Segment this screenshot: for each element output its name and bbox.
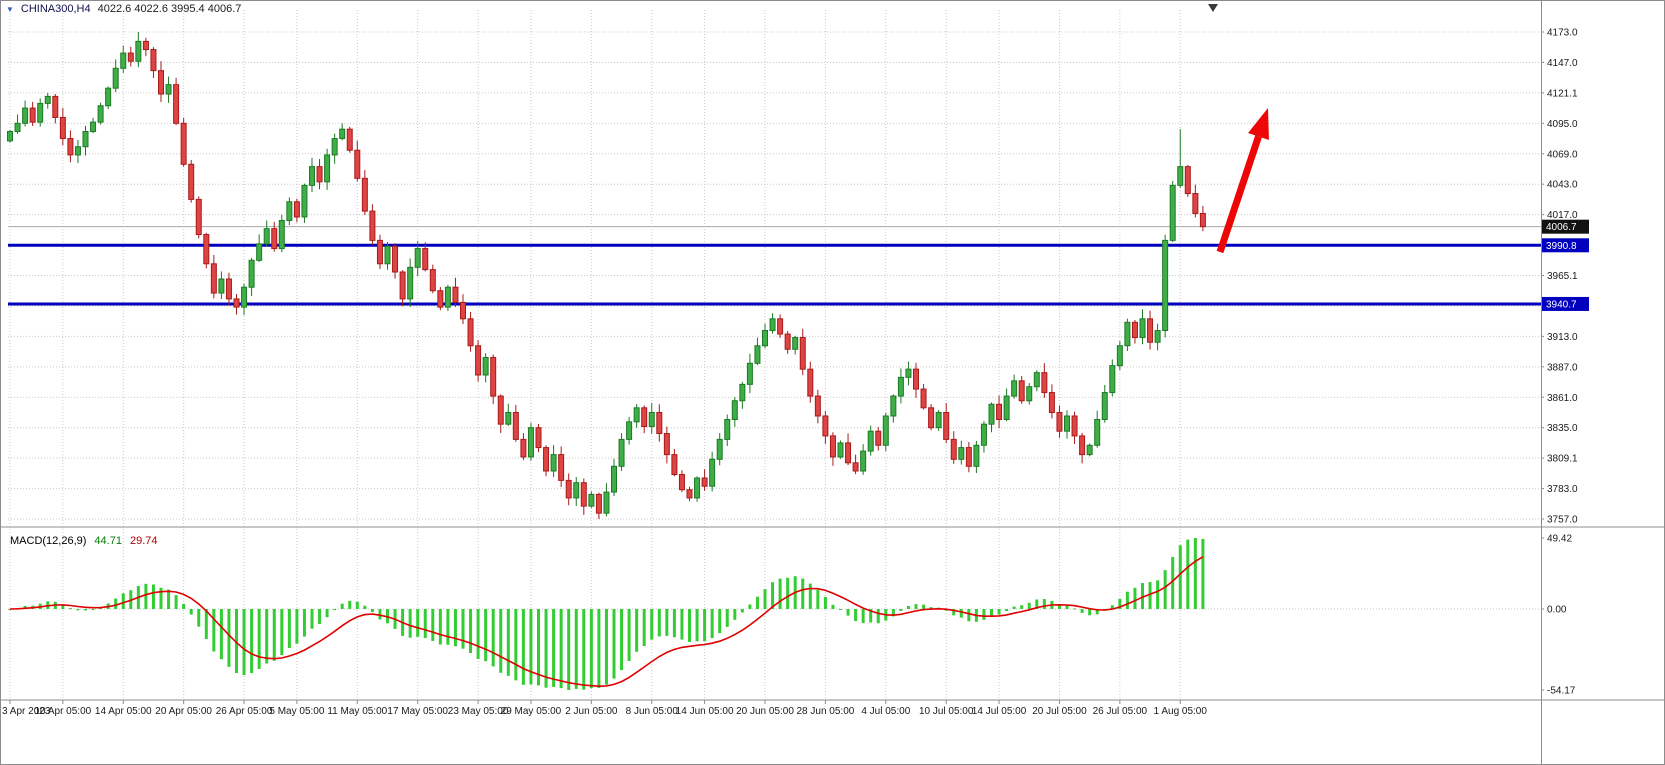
svg-text:11 May 05:00: 11 May 05:00 [327, 706, 387, 717]
svg-text:4147.0: 4147.0 [1547, 58, 1578, 69]
macd-axis[interactable]: 49.42 0.00 -54.17 [1541, 534, 1576, 697]
svg-text:10 Apr 05:00: 10 Apr 05:00 [34, 706, 91, 717]
macd-histogram [8, 538, 1205, 690]
svg-text:4006.7: 4006.7 [1546, 222, 1577, 233]
svg-text:4095.0: 4095.0 [1547, 119, 1578, 130]
svg-text:4 Jul 05:00: 4 Jul 05:00 [861, 706, 910, 717]
chart-ohlc-values: 4022.6 4022.6 3995.4 4006.7 [97, 3, 242, 15]
svg-text:49.42: 49.42 [1547, 534, 1572, 545]
svg-text:3809.1: 3809.1 [1547, 454, 1578, 465]
svg-text:0.00: 0.00 [1547, 605, 1567, 616]
svg-text:3940.7: 3940.7 [1546, 299, 1577, 310]
svg-text:20 Apr 05:00: 20 Apr 05:00 [155, 706, 212, 717]
svg-text:29 May 05:00: 29 May 05:00 [501, 706, 562, 717]
price-badges: 4006.7 3990.8 3940.7 [1542, 219, 1589, 311]
svg-text:3913.0: 3913.0 [1547, 332, 1578, 343]
svg-text:4121.1: 4121.1 [1547, 88, 1578, 99]
support-resistance-lines[interactable] [8, 243, 1541, 306]
candles-series [7, 32, 1206, 519]
trend-arrow[interactable] [1216, 108, 1269, 254]
svg-text:1 Aug 05:00: 1 Aug 05:00 [1154, 706, 1208, 717]
svg-text:3887.0: 3887.0 [1547, 362, 1578, 373]
svg-text:14 Jul 05:00: 14 Jul 05:00 [972, 706, 1027, 717]
gridlines [8, 10, 1541, 698]
svg-text:-54.17: -54.17 [1547, 686, 1576, 697]
svg-text:28 Jun 05:00: 28 Jun 05:00 [796, 706, 854, 717]
svg-text:4173.0: 4173.0 [1547, 28, 1578, 39]
macd-signal-line [9, 556, 1204, 688]
svg-text:3990.8: 3990.8 [1546, 241, 1577, 252]
svg-text:14 Jun 05:00: 14 Jun 05:00 [676, 706, 734, 717]
svg-text:10 Jul 05:00: 10 Jul 05:00 [919, 706, 974, 717]
chart-shift-marker[interactable] [1208, 4, 1218, 12]
svg-text:17 May 05:00: 17 May 05:00 [387, 706, 448, 717]
svg-text:5 May 05:00: 5 May 05:00 [269, 706, 324, 717]
svg-text:3861.0: 3861.0 [1547, 393, 1578, 404]
svg-text:3835.0: 3835.0 [1547, 423, 1578, 434]
svg-text:3 Apr 2023: 3 Apr 2023 [2, 706, 51, 717]
svg-text:20 Jun 05:00: 20 Jun 05:00 [736, 706, 794, 717]
svg-text:26 Apr 05:00: 26 Apr 05:00 [216, 706, 273, 717]
svg-text:14 Apr 05:00: 14 Apr 05:00 [95, 706, 152, 717]
svg-text:26 Jul 05:00: 26 Jul 05:00 [1093, 706, 1148, 717]
svg-text:3965.1: 3965.1 [1547, 271, 1578, 282]
chart-title-bar: ▼ CHINA300,H4 4022.6 4022.6 3995.4 4006.… [6, 3, 241, 15]
svg-text:23 May 05:00: 23 May 05:00 [448, 706, 509, 717]
macd-main-value: 44.71 [94, 535, 122, 547]
svg-text:8 Jun 05:00: 8 Jun 05:00 [626, 706, 679, 717]
macd-signal-value: 29.74 [129, 535, 158, 547]
symbol-dropdown-icon[interactable]: ▼ [6, 4, 14, 14]
chart-symbol-title: CHINA300,H4 [20, 3, 91, 15]
svg-text:3757.0: 3757.0 [1547, 515, 1578, 526]
price-axis[interactable]: 4173.0 4147.0 4121.1 4095.0 4069.0 4043.0 4017… [1541, 28, 1578, 526]
svg-text:4043.0: 4043.0 [1547, 180, 1578, 191]
svg-text:2 Jun 05:00: 2 Jun 05:00 [565, 706, 618, 717]
svg-text:4017.0: 4017.0 [1547, 210, 1578, 221]
macd-name: MACD(12,26,9) [10, 535, 87, 547]
svg-text:20 Jul 05:00: 20 Jul 05:00 [1032, 706, 1087, 717]
svg-text:4069.0: 4069.0 [1547, 149, 1578, 160]
svg-text:3783.0: 3783.0 [1547, 484, 1578, 495]
macd-indicator-label: MACD(12,26,9) 44.71 29.74 [10, 535, 157, 547]
